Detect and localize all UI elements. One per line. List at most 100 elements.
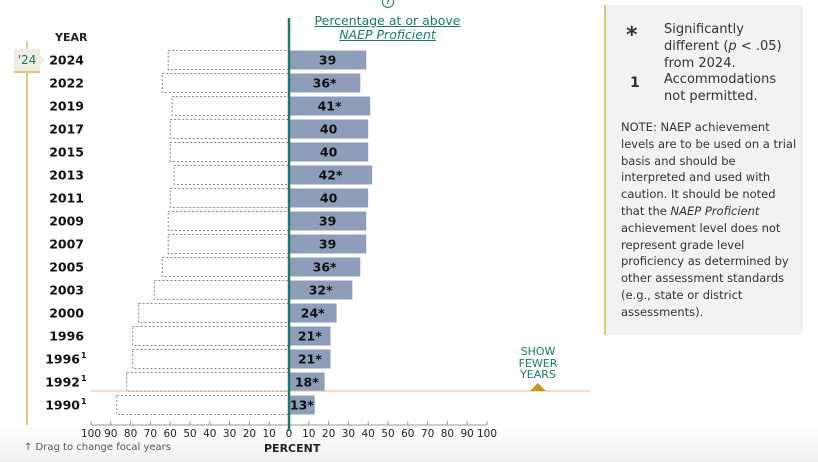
year-label: 2024 (49, 53, 84, 68)
year-label: 2007 (49, 237, 84, 252)
year-label: 2003 (49, 283, 84, 298)
x-tick-label: 100 (477, 428, 497, 440)
bar-value-label: 32* (309, 283, 333, 298)
legend-note: NOTE: NAEP achievement levels are to be … (621, 119, 799, 321)
year-label: 2005 (49, 260, 84, 275)
x-tick-label: 10 (263, 428, 276, 440)
year-column-header: YEAR (55, 31, 88, 44)
x-tick-label: 100 (81, 428, 101, 440)
below-proficient-bar (169, 119, 290, 139)
x-tick-label: 10 (302, 428, 315, 440)
bar-value-label: 21* (298, 352, 322, 367)
year-label: 2013 (49, 168, 84, 183)
proficient-bar (289, 50, 367, 70)
show-fewer-years-button[interactable]: SHOW FEWER YEARS (510, 346, 566, 381)
year-label: 2011 (49, 191, 84, 206)
proficient-bar (289, 234, 367, 254)
below-proficient-bar (116, 395, 290, 415)
x-tick-label: 80 (124, 428, 137, 440)
below-proficient-bar (132, 326, 290, 346)
footnote-marker: 1 (81, 397, 87, 406)
below-proficient-bar (153, 280, 290, 300)
proficient-bar (289, 142, 369, 162)
below-proficient-bar (161, 73, 290, 93)
proficient-bar (289, 395, 315, 415)
bar-value-label: 42* (319, 168, 343, 183)
title-line1: Percentage at or above (314, 13, 461, 28)
below-proficient-bar (171, 96, 290, 116)
x-tick-label: 70 (421, 428, 434, 440)
bottom-bar (0, 425, 818, 462)
title-line2: NAEP Proficient (339, 27, 436, 42)
below-proficient-bar (169, 142, 290, 162)
help-icon[interactable]: ? (382, 0, 394, 8)
below-proficient-bar (167, 234, 290, 254)
x-tick-label: 60 (401, 428, 414, 440)
below-proficient-bar (132, 349, 290, 369)
bar-value-label: 36* (313, 260, 337, 275)
below-proficient-bar (126, 372, 290, 392)
bar-value-label: 21* (298, 329, 322, 344)
proficient-bar (289, 303, 337, 323)
x-axis-label: PERCENT (264, 442, 321, 455)
proficient-bar (289, 280, 353, 300)
percentage-proficient-link[interactable]: Percentage at or above NAEP Proficient (300, 14, 475, 42)
below-proficient-bar (167, 211, 290, 231)
bar-value-label: 18* (295, 375, 319, 390)
x-tick-label: 20 (243, 428, 256, 440)
x-tick-label: 70 (144, 428, 157, 440)
below-proficient-bar (138, 303, 290, 323)
footnote-symbol: 1 (630, 75, 640, 91)
x-tick-label: 20 (322, 428, 335, 440)
bar-value-label: 39 (319, 237, 336, 252)
x-tick-label: 90 (461, 428, 474, 440)
proficient-bar (289, 119, 369, 139)
x-tick-label: 30 (342, 428, 355, 440)
x-tick-label: 0 (286, 428, 293, 440)
proficient-bar (289, 188, 369, 208)
legend-text: < .05) from 2024. (664, 39, 782, 71)
bar-value-label: 13* (290, 398, 314, 413)
proficient-bar (289, 326, 331, 346)
legend-text-p: p (728, 39, 737, 54)
below-proficient-bar (167, 50, 290, 70)
proficient-bar (289, 349, 331, 369)
bar-value-label: 39 (319, 214, 336, 229)
year-label: 1996 (49, 329, 84, 344)
x-tick-label: 50 (183, 428, 196, 440)
bar-value-label: 36* (313, 76, 337, 91)
bar-value-label: 40 (320, 122, 338, 137)
x-tick-label: 60 (164, 428, 177, 440)
x-tick-label: 50 (381, 428, 394, 440)
note-italic: NAEP Proficient (670, 203, 760, 218)
year-label: 1996 (45, 352, 80, 367)
bar-value-label: 24* (301, 306, 325, 321)
below-proficient-bar (173, 165, 290, 185)
bar-value-label: 39 (319, 53, 336, 68)
proficient-bar (289, 165, 373, 185)
show-fewer-line: YEARS (520, 368, 556, 381)
legend-panel: * Significantly different (p < .05) from… (604, 5, 803, 335)
drag-hint: ↑ Drag to change focal years (24, 442, 171, 453)
year-label: 2017 (49, 122, 84, 137)
note-text: achievement level does not represent gra… (621, 220, 789, 319)
proficient-bar (289, 257, 361, 277)
x-tick-label: 40 (362, 428, 375, 440)
asterisk-icon: * (626, 23, 638, 48)
bar-value-label: 41* (318, 99, 342, 114)
x-tick-label: 40 (203, 428, 216, 440)
proficient-bar (289, 96, 371, 116)
show-fewer-line: SHOW (520, 345, 556, 358)
proficient-bar (289, 372, 325, 392)
year-label: 2009 (49, 214, 84, 229)
below-proficient-bar (161, 257, 290, 277)
triangle-up-icon (530, 383, 546, 391)
year-label: 1992 (45, 375, 80, 390)
proficient-bar (289, 73, 361, 93)
legend-text: Significantly different ( (664, 22, 744, 54)
x-tick-label: 80 (441, 428, 454, 440)
year-label: 2000 (49, 306, 84, 321)
focal-year-handle[interactable]: '24 (14, 49, 45, 73)
year-label: 2015 (49, 145, 84, 160)
